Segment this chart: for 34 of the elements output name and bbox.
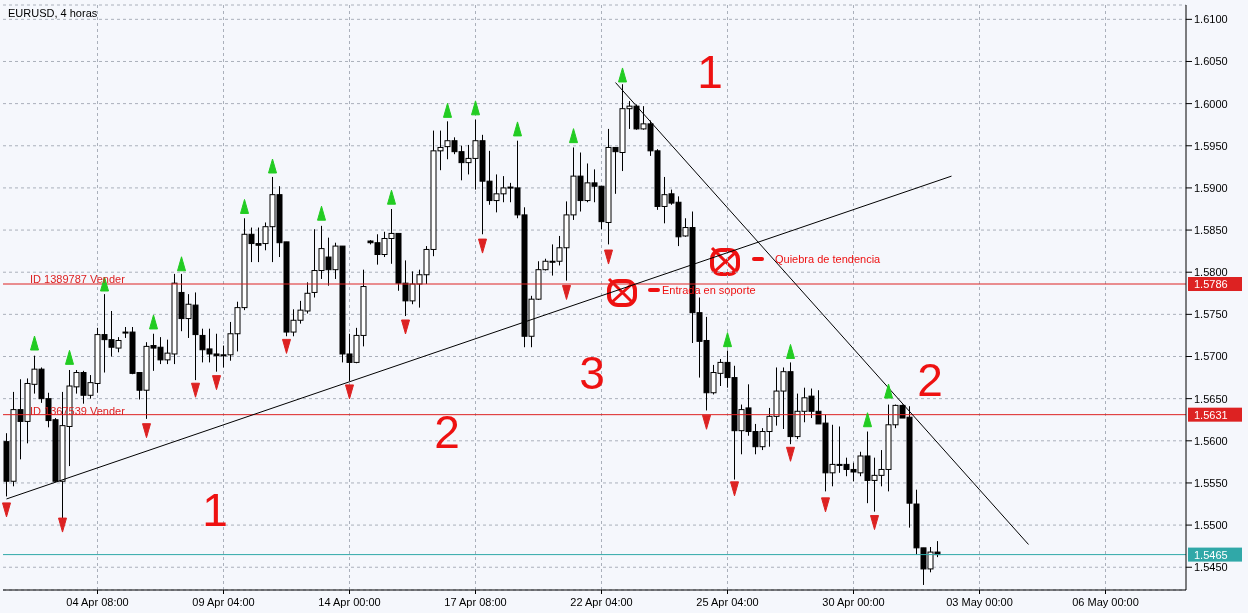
- annotation: 1: [697, 46, 723, 98]
- y-tick-label: 1.5500: [1194, 519, 1228, 531]
- x-tick-label: 14 Apr 00:00: [318, 596, 381, 608]
- x-tick-label: 30 Apr 00:00: [822, 596, 885, 608]
- x-tick-label: 09 Apr 04:00: [192, 596, 255, 608]
- annotation: 3: [579, 347, 605, 399]
- y-tick-label: 1.5750: [1194, 308, 1228, 321]
- y-tick-label: 1.5800: [1194, 266, 1228, 279]
- y-tick-label: 1.5900: [1194, 181, 1228, 194]
- ref-line-label: 1.5631: [1194, 408, 1228, 421]
- annotation: 1: [202, 484, 228, 536]
- y-tick-label: 1.5600: [1194, 434, 1228, 447]
- annotation: 2: [434, 406, 460, 458]
- ref-line-label: 1.5786: [1194, 278, 1228, 291]
- y-tick-label: 1.5450: [1194, 561, 1228, 574]
- y-tick-label: 1.6050: [1194, 55, 1228, 68]
- x-tick-label: 04 Apr 08:00: [66, 596, 129, 608]
- y-tick-label: 1.5850: [1194, 223, 1228, 236]
- chart-title: EURUSD, 4 horas: [8, 7, 98, 19]
- y-tick-label: 1.5550: [1194, 476, 1228, 489]
- ref-line-label: 1.5465: [1194, 548, 1228, 561]
- x-tick-label: 25 Apr 04:00: [696, 596, 759, 608]
- y-tick-label: 1.5700: [1194, 350, 1228, 363]
- x-tick-label: 03 May 00:00: [946, 596, 1013, 608]
- x-tick-label: 17 Apr 08:00: [444, 596, 507, 608]
- y-tick-label: 1.5950: [1194, 139, 1228, 152]
- x-tick-label: 06 May 00:00: [1072, 596, 1139, 608]
- x-tick-label: 22 Apr 04:00: [570, 596, 633, 608]
- annotation: 2: [917, 354, 943, 406]
- y-tick-label: 1.6000: [1194, 97, 1228, 110]
- annotation: ID 1389787 Vender: [30, 273, 126, 285]
- annotation: Quiebra de tendencia: [775, 253, 882, 265]
- y-tick-label: 1.5650: [1194, 392, 1228, 405]
- y-tick-label: 1.6100: [1194, 13, 1228, 26]
